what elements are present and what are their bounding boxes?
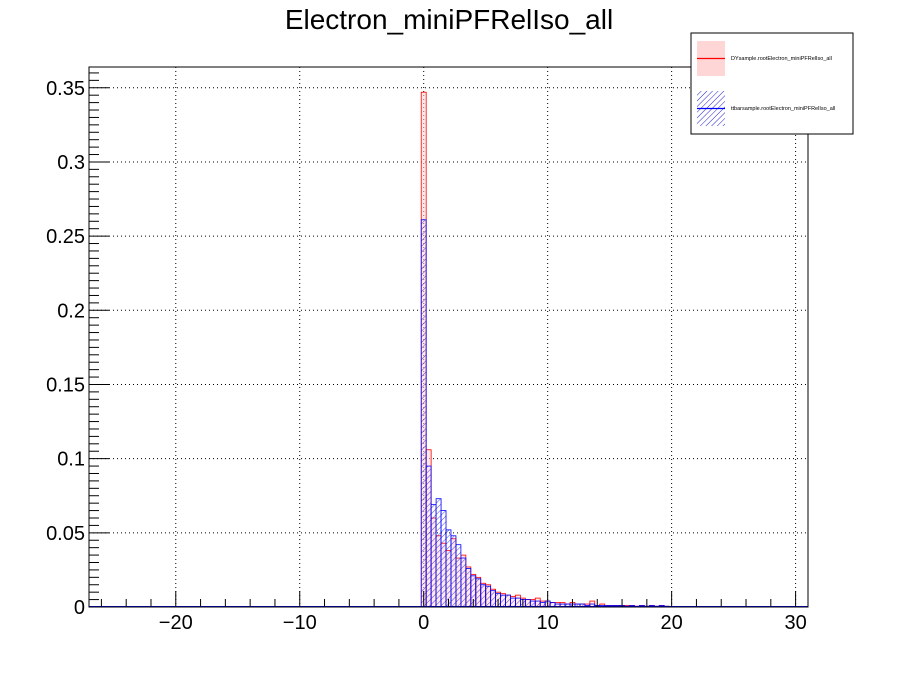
- bin-ttbar: [440, 510, 447, 607]
- bin-ttbar: [505, 594, 511, 607]
- chart-title: Electron_miniPFRelIso_all: [285, 4, 613, 35]
- y-tick-label: 0.3: [57, 152, 85, 174]
- bin-ttbar: [485, 585, 492, 607]
- bin-ttbar: [455, 544, 462, 607]
- y-tick-label: 0.1: [57, 449, 85, 471]
- plot-frame: [88, 66, 809, 608]
- bin-ttbar: [465, 568, 472, 607]
- x-tick-label: 20: [661, 612, 683, 634]
- bin-ttbar: [430, 504, 437, 607]
- bin-ttbar: [420, 219, 427, 607]
- bin-ttbar: [524, 599, 531, 607]
- axes: 0 0.05 0.1 0.15 0.2 0.25 0.3 0.35 −20 −10 0 10 20 30: [46, 72, 807, 634]
- x-tick-label: 10: [537, 612, 559, 634]
- bin-ttbar: [445, 529, 452, 607]
- y-tick-label: 0: [74, 597, 85, 619]
- x-tick-label: −10: [283, 612, 317, 634]
- x-tick-label: 30: [784, 612, 806, 634]
- y-tick-label: 0.25: [46, 226, 85, 248]
- legend-label-dy: DYsample.rootElectron_miniPFRelIso_all: [731, 56, 832, 62]
- y-tick-label: 0.05: [46, 523, 85, 545]
- bin-ttbar: [515, 597, 521, 607]
- y-tick-label: 0.15: [46, 374, 85, 396]
- grid: [89, 67, 808, 607]
- x-tick-label: −20: [159, 612, 193, 634]
- y-tick-label: 0.2: [57, 300, 85, 322]
- histogram-bins: [89, 91, 808, 607]
- bin-ttbar: [480, 584, 487, 607]
- bin-ttbar: [425, 465, 432, 607]
- y-tick-label: 0.35: [46, 78, 85, 100]
- legend-entry-ttbar: ttbarsample.rootElectron_miniPFRelIso_al…: [697, 91, 835, 126]
- legend-box: DYsample.rootElectron_miniPFRelIso_all t…: [690, 32, 854, 135]
- bin-ttbar: [435, 498, 442, 607]
- bin-ttbar: [510, 597, 516, 607]
- bin-ttbar: [490, 590, 497, 607]
- bin-ttbar: [500, 594, 506, 607]
- bin-ttbar: [475, 578, 482, 607]
- bin-ttbar: [450, 535, 457, 607]
- x-tick-label: 0: [418, 612, 429, 634]
- legend-label-ttbar: ttbarsample.rootElectron_miniPFRelIso_al…: [731, 106, 835, 112]
- bin-ttbar: [460, 557, 467, 607]
- legend-entry-dy: DYsample.rootElectron_miniPFRelIso_all: [697, 41, 832, 76]
